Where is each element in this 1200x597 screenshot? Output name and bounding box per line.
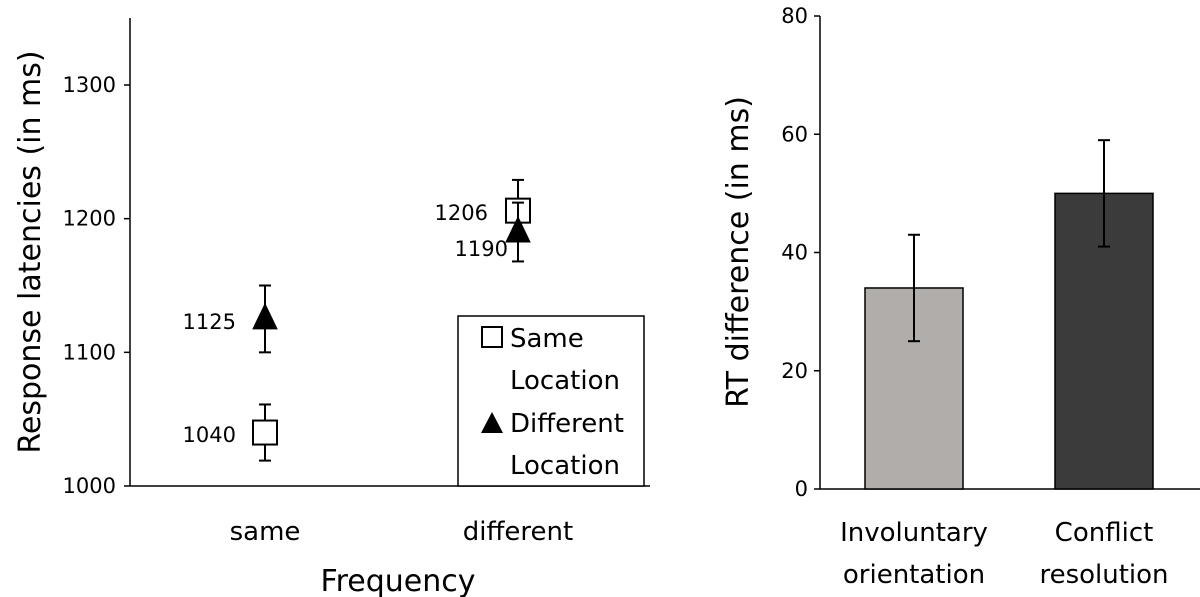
x-tick-label: different — [463, 517, 573, 547]
y-tick-label: 0 — [795, 477, 808, 501]
x-tick-label: orientation — [843, 560, 985, 590]
y-tick-label: 1000 — [63, 474, 116, 498]
same-location-marker — [252, 419, 278, 446]
legend-square-icon — [481, 326, 503, 348]
y-axis-title: RT difference (in ms) — [721, 96, 756, 408]
legend-triangle-icon — [481, 412, 503, 433]
data-label: 1125 — [183, 310, 236, 334]
x-tick-label: resolution — [1039, 560, 1168, 590]
y-tick-label: 40 — [781, 241, 808, 265]
x-axis-title: Frequency — [321, 564, 476, 597]
different-location-marker — [505, 215, 531, 243]
data-label: 1190 — [455, 237, 508, 261]
legend-label: Location — [510, 451, 620, 481]
y-axis-title: Response latencies (in ms) — [13, 50, 48, 453]
y-tick-label: 1100 — [63, 340, 116, 364]
left-chart: 1000 1100 1200 1300 same different Frequency Re… — [13, 18, 650, 597]
y-tick-label: 60 — [781, 122, 808, 146]
right-chart: 0 20 40 60 80 RT difference (in ms) Involuntar… — [721, 4, 1200, 590]
data-label: 1206 — [435, 201, 488, 225]
data-label: 1040 — [183, 423, 236, 447]
y-tick-label: 20 — [781, 359, 808, 383]
legend-label: Same — [510, 324, 584, 354]
y-tick-label: 80 — [781, 4, 808, 28]
legend-label: Location — [510, 366, 620, 396]
y-tick-label: 1300 — [63, 73, 116, 97]
legend-label: Different — [510, 409, 624, 439]
different-location-marker — [252, 302, 278, 330]
x-tick-label: Involuntary — [840, 518, 988, 548]
x-tick-label: Conflict — [1055, 518, 1154, 548]
x-tick-label: same — [230, 517, 301, 547]
y-tick-label: 1200 — [63, 207, 116, 231]
